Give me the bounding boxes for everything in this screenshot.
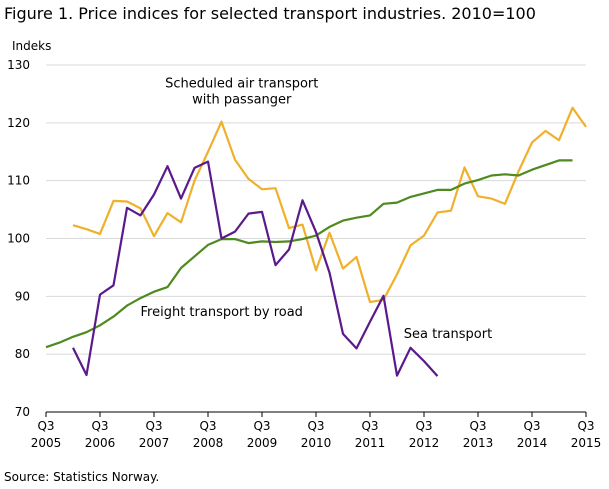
x-tick-label-quarter: Q3 <box>469 419 486 433</box>
x-tick-label-year: 2014 <box>517 436 548 450</box>
series-label-scheduled-air-transport-with-passanger: Scheduled air transport <box>165 77 318 92</box>
y-tick-label: 130 <box>7 58 30 72</box>
x-tick-label-year: 2012 <box>409 436 440 450</box>
y-tick-label: 90 <box>15 289 30 303</box>
series-line-sea-transport <box>72 160 439 377</box>
x-tick-label-quarter: Q3 <box>91 419 108 433</box>
gridlines <box>46 64 586 413</box>
chart-title: Figure 1. Price indices for selected tra… <box>4 4 536 23</box>
series-label-background <box>190 91 295 109</box>
x-tick-label-quarter: Q3 <box>577 419 594 433</box>
x-tick-label-year: 2005 <box>31 436 62 450</box>
x-tick-label-year: 2008 <box>193 436 224 450</box>
series-label-scheduled-air-transport-with-passanger: with passanger <box>192 93 292 108</box>
x-tick-label-year: 2015 <box>571 436 602 450</box>
y-tick-label: 80 <box>15 347 30 361</box>
y-tick-label: 120 <box>7 116 30 130</box>
y-tick-label: 100 <box>7 232 30 246</box>
x-tick-label-year: 2006 <box>85 436 116 450</box>
x-tick-label-quarter: Q3 <box>37 419 54 433</box>
x-tick-label-year: 2007 <box>139 436 170 450</box>
y-axis-ticks: 70 80 90 100 110 120 130 <box>7 58 30 419</box>
series-label-background <box>163 75 321 93</box>
series-label-sea-transport: Sea transport <box>404 327 492 342</box>
series-line-scheduled-air-transport-with-passanger <box>72 106 587 304</box>
y-tick-label: 70 <box>15 405 30 419</box>
x-tick-label-quarter: Q3 <box>145 419 162 433</box>
x-tick-label-quarter: Q3 <box>307 419 324 433</box>
series-label-freight-transport-by-road: Freight transport by road <box>141 305 303 320</box>
x-tick-label-year: 2011 <box>355 436 386 450</box>
x-tick-label-quarter: Q3 <box>253 419 270 433</box>
y-axis-label: Indeks <box>12 39 51 53</box>
x-tick-label-quarter: Q3 <box>361 419 378 433</box>
source-note: Source: Statistics Norway. <box>4 470 160 484</box>
x-axis: Q3 2005 Q3 2006 Q3 2007 Q3 2008 Q3 2009 Q3 2010 Q3 20… <box>31 412 602 450</box>
x-tick-label-quarter: Q3 <box>199 419 216 433</box>
y-tick-label: 110 <box>7 174 30 188</box>
x-tick-label-quarter: Q3 <box>415 419 432 433</box>
x-tick-label-year: 2010 <box>301 436 332 450</box>
x-tick-label-year: 2013 <box>463 436 494 450</box>
series-lines <box>45 106 587 377</box>
x-tick-label-quarter: Q3 <box>523 419 540 433</box>
series-line-freight-transport-by-road <box>45 159 573 349</box>
x-tick-label-year: 2009 <box>247 436 278 450</box>
